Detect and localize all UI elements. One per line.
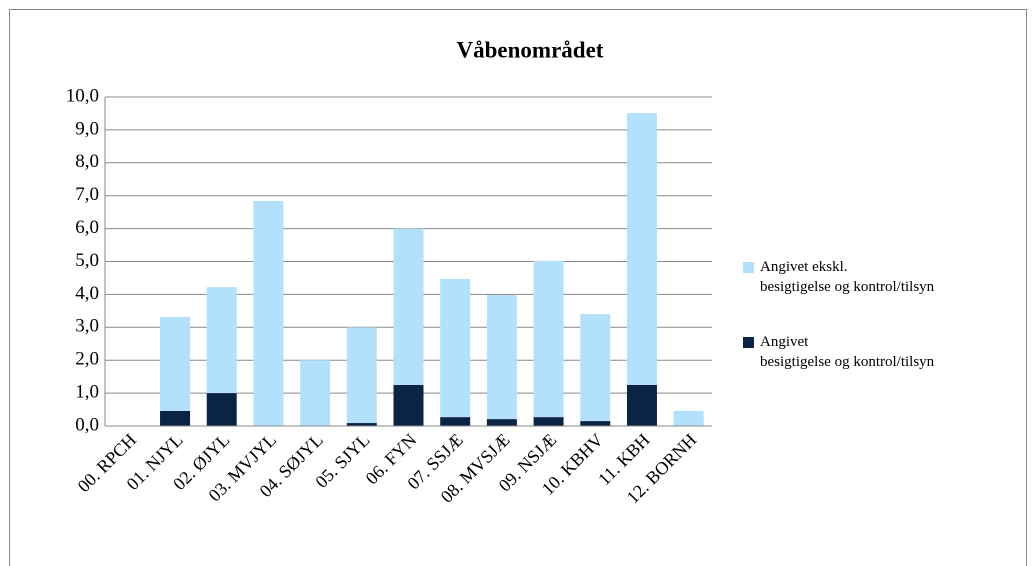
bar-segment bbox=[626, 113, 657, 385]
bar-segment bbox=[533, 260, 564, 418]
bar-segment bbox=[440, 417, 471, 426]
bar-segment bbox=[533, 417, 564, 426]
bar-segment bbox=[346, 327, 377, 424]
bar-segment bbox=[673, 410, 704, 426]
bar-segment bbox=[160, 410, 191, 426]
bar-segment bbox=[626, 384, 657, 426]
y-tick-label: 8,0 bbox=[75, 151, 99, 172]
y-tick-label: 9,0 bbox=[75, 118, 99, 139]
y-tick-label: 6,0 bbox=[75, 217, 99, 238]
y-tick-label: 0,0 bbox=[75, 414, 99, 435]
bar-segment bbox=[440, 278, 471, 418]
legend-label: Angivet besigtigelse og kontrol/tilsyn bbox=[760, 334, 935, 370]
bar-segment bbox=[486, 419, 517, 426]
bar-segment bbox=[253, 200, 284, 426]
bar-segment bbox=[160, 317, 191, 411]
chart-border bbox=[9, 9, 1027, 566]
y-tick-label: 7,0 bbox=[75, 184, 99, 205]
bar-segment bbox=[486, 295, 517, 420]
y-tick-label: 10,0 bbox=[66, 85, 99, 106]
y-tick-label: 4,0 bbox=[75, 283, 99, 304]
bar-segment bbox=[580, 421, 611, 426]
legend-label: Angivet ekskl. besigtigelse og kontrol/t… bbox=[760, 259, 935, 295]
bar-segment bbox=[393, 228, 424, 385]
y-tick-label: 2,0 bbox=[75, 349, 99, 370]
y-tick-label: 1,0 bbox=[75, 381, 99, 402]
y-tick-label: 3,0 bbox=[75, 316, 99, 337]
bar-segment bbox=[346, 423, 377, 426]
chart-title: Våbenområdet bbox=[457, 37, 604, 62]
bar-segment bbox=[393, 384, 424, 426]
bar-segment bbox=[206, 393, 237, 426]
bar-segment bbox=[206, 287, 237, 394]
legend-swatch bbox=[743, 262, 754, 273]
bar-segment bbox=[580, 314, 611, 422]
bar-segment bbox=[300, 360, 331, 426]
y-tick-label: 5,0 bbox=[75, 250, 99, 271]
legend-swatch bbox=[743, 337, 754, 348]
